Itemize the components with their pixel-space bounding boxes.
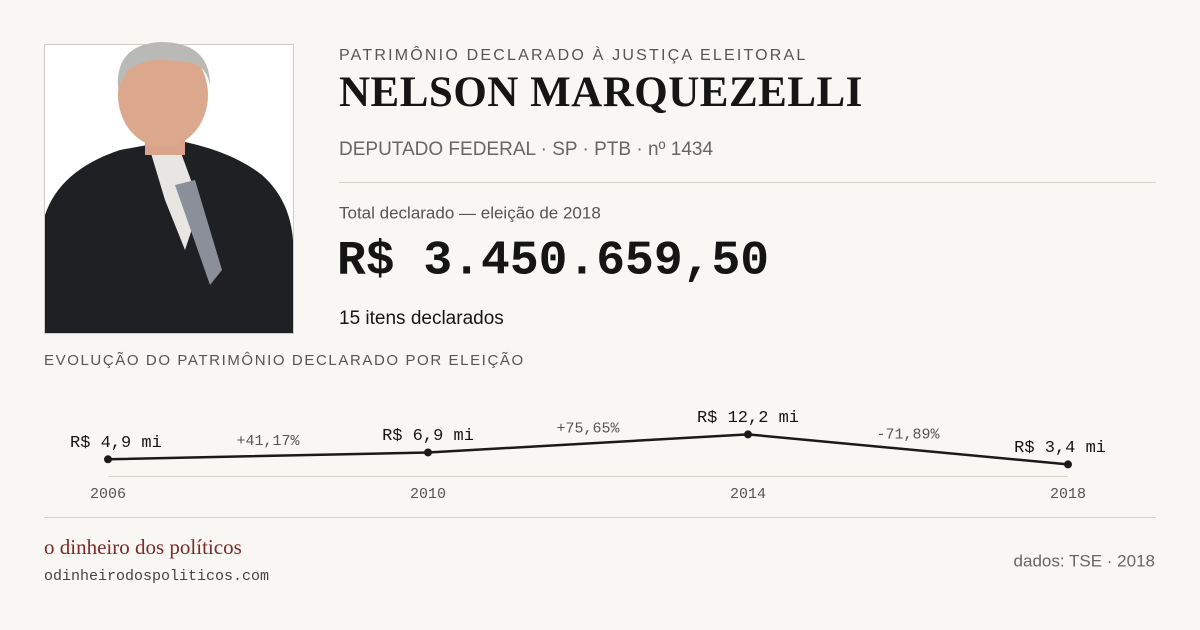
x-tick-label: 2010 <box>410 486 446 503</box>
items-count: 15 itens declarados <box>339 308 504 329</box>
point <box>424 448 432 457</box>
kicker: PATRIMÔNIO DECLARADO À JUSTIÇA ELEITORAL <box>339 45 808 64</box>
url: odinheirodospoliticos.com <box>44 568 269 585</box>
line <box>107 433 1069 466</box>
value-label: R$ 12,2 mi <box>697 409 799 428</box>
brand: o dinheiro dos políticos <box>44 535 242 559</box>
x-tick-label: 2006 <box>90 486 126 503</box>
chart-title: EVOLUÇÃO DO PATRIMÔNIO DECLARADO POR ELE… <box>44 352 525 369</box>
total-amount: R$ 3.450.659,50 <box>337 235 769 289</box>
photo <box>44 42 294 334</box>
point <box>104 455 112 464</box>
x-tick-label: 2018 <box>1050 486 1086 503</box>
value-label: R$ 3,4 mi <box>1014 439 1106 458</box>
point <box>1064 460 1072 469</box>
source: dados: TSE · 2018 <box>1014 551 1155 570</box>
change-label: -71,89% <box>876 426 940 443</box>
name: NELSON MARQUEZELLI <box>339 69 863 116</box>
role: DEPUTADO FEDERAL · SP · PTB · nº 1434 <box>339 139 713 160</box>
total-label: Total declarado — eleição de 2018 <box>339 203 601 222</box>
value-label: R$ 4,9 mi <box>70 434 162 453</box>
change-label: +75,65% <box>556 420 620 437</box>
value-label: R$ 6,9 mi <box>382 427 474 446</box>
point <box>744 430 752 439</box>
change-label: +41,17% <box>236 433 300 450</box>
x-tick-label: 2014 <box>730 486 766 503</box>
